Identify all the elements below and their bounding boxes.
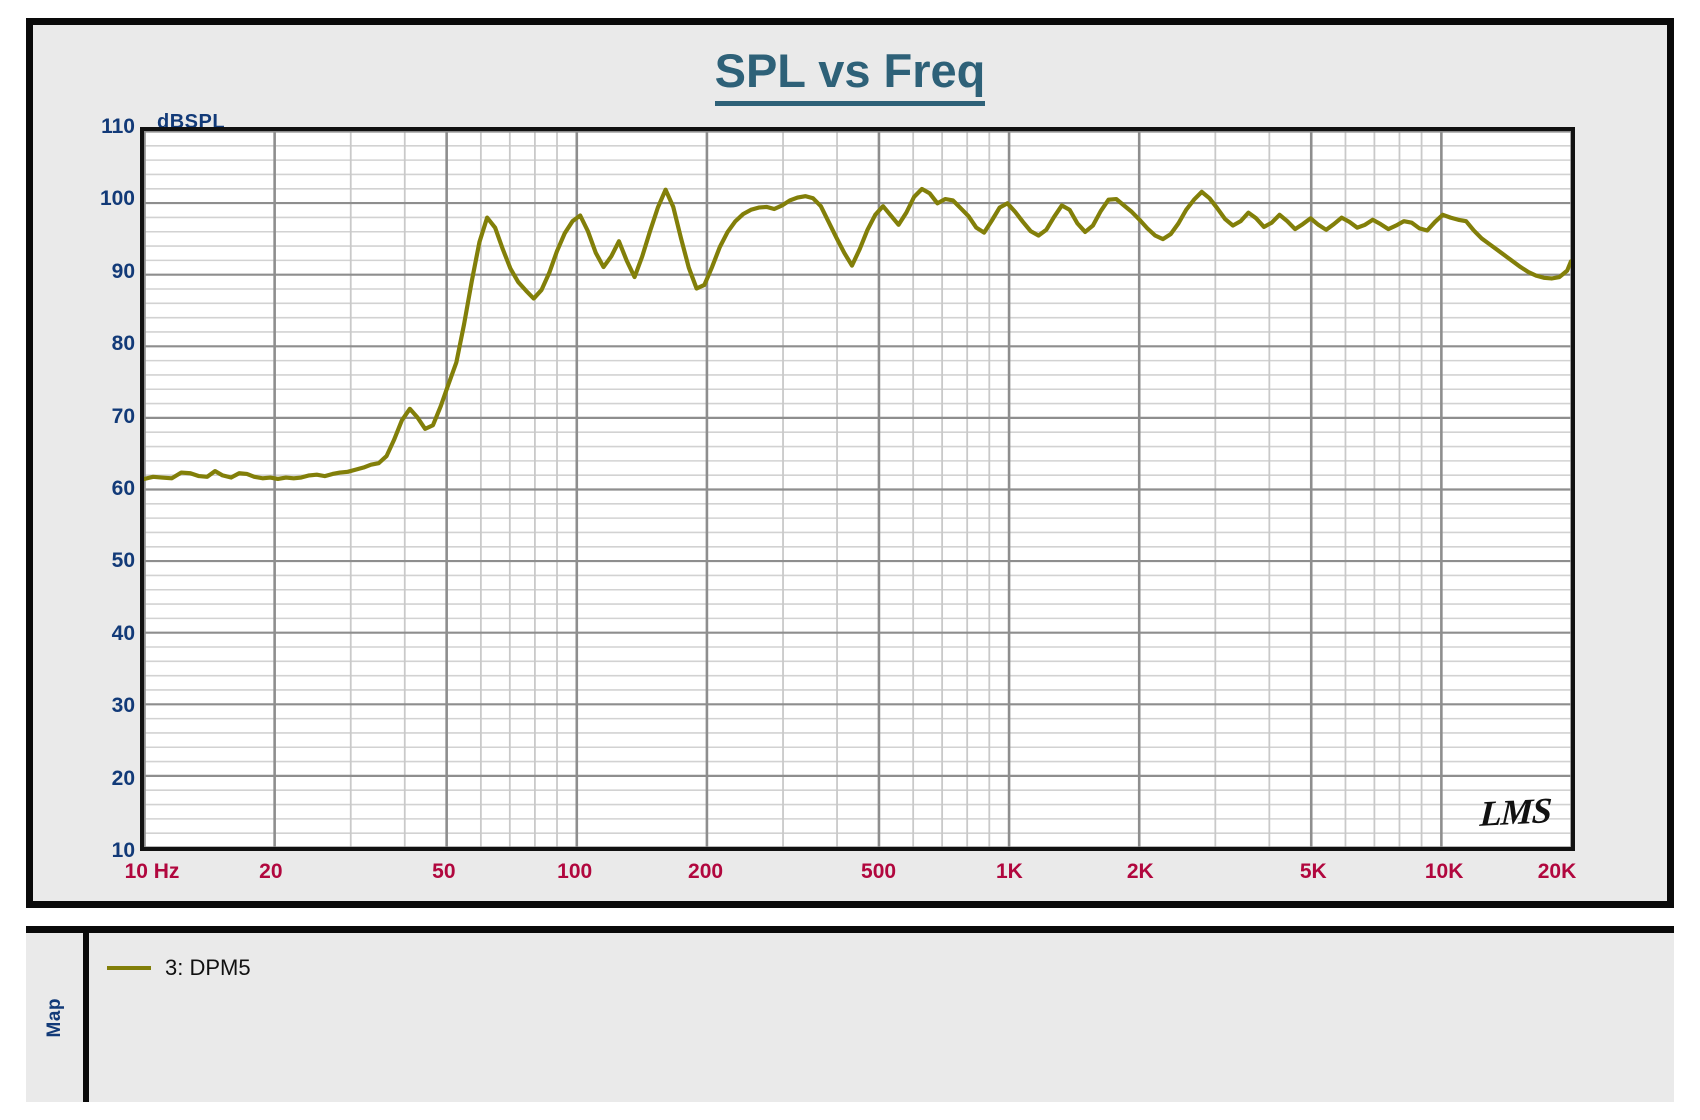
legend-color-swatch: [107, 966, 151, 970]
x-tick-label: 200: [688, 860, 724, 883]
y-tick-label: 60: [111, 477, 135, 500]
legend-body: 3: DPM5: [89, 933, 1674, 1102]
x-tick-label: 1K: [995, 860, 1023, 883]
y-tick-label: 10: [111, 839, 135, 862]
y-tick-label: 90: [111, 259, 135, 283]
plot-area[interactable]: LMS: [140, 127, 1575, 851]
x-tick-label: 500: [861, 860, 897, 883]
y-tick-label: 20: [111, 766, 135, 790]
map-tab[interactable]: Map: [26, 933, 89, 1102]
chart-panel: SPL vs Freq dBSPL 110 100 90 80 70 60 50 40 30 20…: [26, 18, 1674, 908]
x-tick-label: 20K: [1537, 860, 1577, 883]
y-tick-label: 40: [111, 621, 135, 645]
x-tick-label: 10 Hz: [124, 860, 180, 883]
y-tick-label: 70: [111, 404, 135, 428]
x-tick-label: 50: [432, 860, 456, 883]
spl-curve-svg: [144, 131, 1571, 847]
x-tick-label: 10K: [1424, 860, 1464, 883]
page-title: SPL vs Freq: [33, 44, 1667, 106]
grid-major-horizontal: [144, 131, 1571, 847]
x-tick-label: 20: [259, 860, 283, 883]
series-layer: [144, 186, 1571, 482]
x-tick-label: 5K: [1299, 860, 1327, 883]
y-tick-label: 80: [111, 332, 135, 356]
x-axis-ticks: 10 Hz 20 50 100 200 500 1K 2K 5K 10K 20K: [125, 851, 1577, 895]
grid-major-vertical: [144, 131, 1571, 847]
x-tick-label: 100: [557, 860, 593, 883]
x-tick-label: 2K: [1126, 860, 1154, 883]
legend-item[interactable]: 3: DPM5: [107, 955, 251, 981]
map-tab-label: Map: [43, 997, 65, 1038]
y-tick-label: 50: [111, 549, 135, 573]
y-tick-label: 100: [99, 187, 135, 211]
chart-title-text: SPL vs Freq: [714, 44, 986, 106]
y-tick-label: 30: [111, 694, 135, 718]
y-tick-label: 110: [101, 115, 135, 138]
y-axis-ticks: 110 100 90 80 70 60 50 40 30 20 10: [73, 116, 135, 861]
lms-watermark: LMS: [1478, 790, 1553, 834]
legend-item-label: 3: DPM5: [165, 955, 251, 980]
legend-bar: Map 3: DPM5: [26, 926, 1674, 1102]
